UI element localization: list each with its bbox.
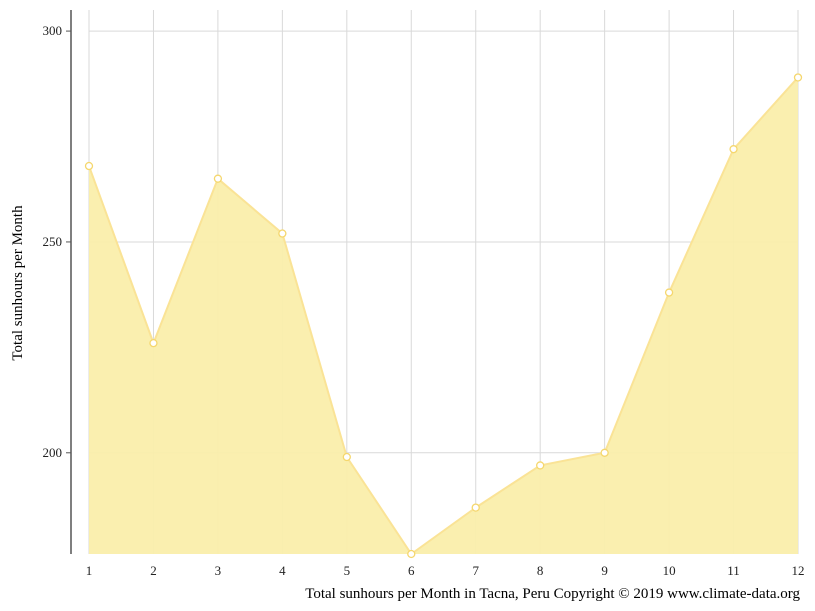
x-tick-label: 7	[472, 563, 479, 578]
y-tick-label: 200	[43, 445, 63, 460]
x-tick-label: 6	[408, 563, 415, 578]
y-axis-title: Total sunhours per Month	[10, 205, 26, 361]
x-tick-label: 8	[537, 563, 544, 578]
y-tick-label: 250	[43, 234, 63, 249]
data-point-4	[278, 229, 287, 238]
x-tick-label: 3	[215, 563, 222, 578]
data-point-10	[664, 288, 674, 297]
x-tick-label: 4	[279, 563, 286, 578]
data-point-2	[149, 338, 158, 348]
data-point-7	[471, 503, 480, 512]
x-tick-label: 2	[150, 563, 157, 578]
x-tick-label: 1	[86, 563, 93, 578]
x-tick-label: 10	[663, 563, 676, 578]
x-tick-label: 5	[344, 563, 351, 578]
series-line	[88, 76, 799, 556]
data-point-1	[84, 161, 94, 171]
data-markers	[84, 73, 803, 559]
data-point-5	[342, 452, 351, 462]
x-axis-ticks: 1 2 3 4 5 6 7 8 9 10 11 12	[86, 563, 805, 578]
data-point-9	[600, 448, 609, 457]
chart-caption: Total sunhours per Month in Tacna, Peru …	[305, 586, 800, 602]
y-tick-label: 300	[43, 23, 63, 38]
data-point-3	[213, 174, 223, 183]
data-point-11	[729, 145, 738, 154]
x-tick-label: 12	[792, 563, 805, 578]
y-axis-ticks: 200 250 300	[43, 23, 71, 460]
data-point-8	[536, 461, 545, 470]
data-point-12	[793, 73, 803, 82]
area-fill	[89, 77, 798, 554]
x-tick-label: 11	[727, 563, 740, 578]
data-point-6	[407, 549, 416, 559]
x-tick-label: 9	[601, 563, 608, 578]
